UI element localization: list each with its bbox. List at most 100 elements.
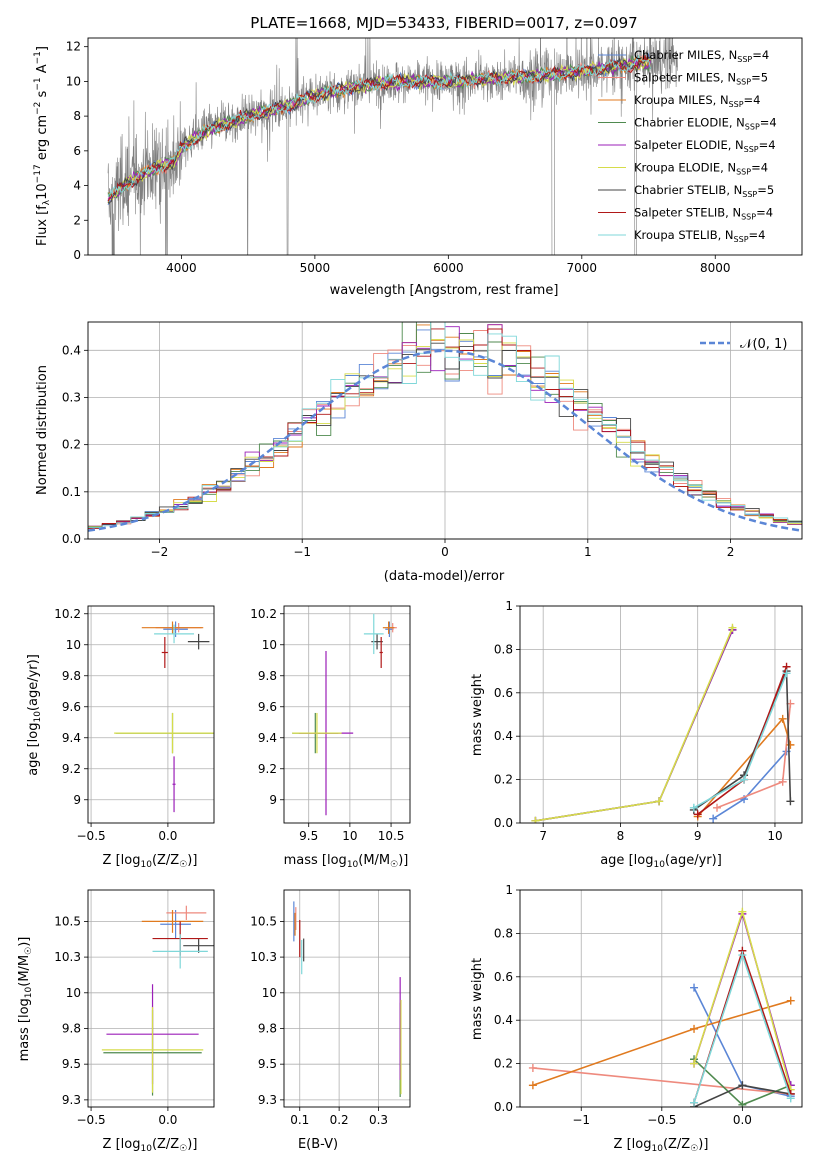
series-salpeter-stelib-line [697, 666, 788, 815]
y-tick-label: 10.2 [54, 607, 81, 621]
legend-chabrier-stelib-label: Chabrier STELIB, NSSP=5 [634, 183, 774, 199]
series-chabrier-stelib-marker [738, 1081, 747, 1090]
x-tick-label: −0.5 [77, 829, 106, 843]
y-tick-label: 0.0 [62, 532, 81, 546]
x-tick-label: −1 [572, 1113, 590, 1127]
gauss-curve-line [88, 349, 802, 532]
gauss-legend: 𝒩(0, 1) [700, 337, 787, 352]
series-kroupa-stelib-marker [738, 951, 747, 960]
series-chabrier-elodie-marker [738, 1100, 747, 1107]
model-kroupa-stelib-line [107, 55, 651, 197]
x-tick-label: 2 [727, 545, 735, 559]
x-tick-label: 0.2 [330, 1113, 349, 1127]
x-tick-label: 8 [617, 829, 625, 843]
age-vs-mass-panel: 9.5 10 10.5 9 9.2 9.4 9.6 9.8 10 10.2 mass [log10… [250, 605, 411, 870]
y-tick-label: 9.4 [258, 731, 277, 745]
mass-weight-vs-age-plot-area: 7 8 9 10 0.0 0.2 0.4 0.6 0.8 1 [494, 599, 803, 843]
residual-histogram-panel: −2 −1 0 1 2 0.0 0.1 0.2 0.3 0.4 (data-model)/erro… [35, 321, 803, 584]
legend-salpeter-elodie-label: Salpeter ELODIE, NSSP=4 [634, 138, 776, 154]
y-tick-label: 10.5 [54, 914, 81, 928]
data-layer [293, 901, 402, 1098]
y-tick-label: 9.6 [62, 700, 81, 714]
y-tick-label: 9.4 [62, 731, 81, 745]
x-tick-label: 6000 [433, 261, 464, 275]
x-tick-label: 1 [584, 545, 592, 559]
y-tick-label: 9.3 [62, 1093, 81, 1107]
series-kroupa-stelib-marker [740, 775, 749, 784]
mw-age-y-label: mass weight [470, 674, 485, 756]
axes-frame [283, 889, 411, 1108]
y-tick-label: 10.3 [54, 950, 81, 964]
mass-weight-vs-age-panel: 7 8 9 10 0.0 0.2 0.4 0.6 0.8 1 age [log10(age/yr)… [470, 599, 803, 870]
data-layer [107, 38, 678, 255]
mw-z-x-label: Z [log10(Z/Z☉)] [614, 1137, 709, 1154]
series-kroupa-elodie-line [535, 627, 734, 822]
y-tick-label: 0.2 [494, 1057, 513, 1071]
y-tick-label: 0.0 [494, 1100, 513, 1114]
mass-z-x-label: Z [log10(Z/Z☉)] [103, 1137, 198, 1154]
y-tick-label: 9.8 [62, 669, 81, 683]
y-tick-label: 6 [73, 144, 81, 158]
mass-x-label: mass [log10(M/M☉)] [284, 853, 409, 870]
spectrum-x-label: wavelength [Angstrom, rest frame] [330, 283, 559, 298]
y-tick-label: 8 [73, 109, 81, 123]
gauss-legend-label: 𝒩(0, 1) [740, 337, 787, 352]
mass-vs-extinction-panel: 0.1 0.2 0.3 9.3 9.5 9.8 10 10.3 10.5 E(B-V) [250, 889, 411, 1152]
legend-salpeter-stelib-label: Salpeter STELIB, NSSP=4 [634, 206, 773, 222]
axes-frame [87, 37, 803, 256]
histogram-y-label: Normed distribution [35, 365, 50, 495]
y-tick-label: 0.8 [494, 642, 513, 656]
x-tick-label: 0.3 [369, 1113, 388, 1127]
mass-vs-metallicity-plot-area: −0.5 0.0 9.3 9.5 9.8 10 10.3 10.5 [54, 889, 215, 1127]
series-kroupa-stelib-marker [689, 803, 698, 812]
y-tick-label: 0.4 [494, 1013, 513, 1027]
histogram-x-label: (data-model)/error [384, 569, 505, 584]
observed-spectrum-line [107, 38, 678, 255]
y-tick-label: 10 [262, 638, 277, 652]
data-layer [531, 623, 795, 823]
y-tick-label: 9.5 [258, 1057, 277, 1071]
y-tick-label: 9.8 [62, 1021, 81, 1035]
grid [284, 890, 410, 1107]
y-tick-label: 0.0 [494, 816, 513, 830]
x-tick-label: 4000 [166, 261, 197, 275]
x-tick-label: 10.5 [378, 829, 405, 843]
series-salpeter-elodie-line [535, 629, 734, 822]
histogram-kroupa-stelib-steps [88, 322, 802, 528]
y-tick-label: 12 [66, 40, 81, 54]
x-tick-label: 9 [694, 829, 702, 843]
mass-weight-vs-metallicity-plot-area: −1 −0.5 0.0 0.0 0.2 0.4 0.6 0.8 1 [494, 883, 803, 1127]
age-vs-metallicity-panel: −0.5 0.0 9 9.2 9.4 9.6 9.8 10 10.2 Z [log10(Z/Z☉… [26, 605, 215, 870]
y-tick-label: 1 [505, 599, 513, 613]
y-tick-label: 4 [73, 179, 81, 193]
y-tick-label: 9.2 [258, 762, 277, 776]
x-tick-label: −1 [293, 545, 311, 559]
age-z-x-label: Z [log10(Z/Z☉)] [103, 853, 198, 870]
series-kroupa-elodie-marker [728, 623, 737, 632]
y-tick-label: 9.8 [258, 1021, 277, 1035]
spectrum-title: PLATE=1668, MJD=53433, FIBERID=0017, z=0… [250, 14, 637, 32]
series-kroupa-stelib-marker [690, 1098, 699, 1107]
series-chabrier-stelib-line [693, 670, 792, 811]
x-tick-label: 0.0 [158, 829, 177, 843]
series-salpeter-stelib-marker [693, 810, 702, 819]
spectrum-plot-area: 4000 5000 6000 7000 8000 0 2 4 6 8 10 12 [66, 37, 803, 275]
y-tick-label: 0 [73, 248, 81, 262]
x-tick-label: −0.5 [647, 1113, 676, 1127]
mass-y-label: mass [log10(M/M☉)] [17, 937, 34, 1062]
series-kroupa-elodie-marker [738, 907, 747, 916]
legend-salpeter-miles-label: Salpeter MILES, NSSP=5 [634, 71, 768, 87]
x-tick-label: 10 [767, 829, 782, 843]
data-layer [292, 613, 397, 816]
y-tick-label: 0.1 [62, 485, 81, 499]
legend-chabrier-miles-label: Chabrier MILES, NSSP=4 [634, 48, 769, 64]
y-tick-label: 0.3 [62, 390, 81, 404]
y-tick-label: 9.6 [258, 700, 277, 714]
y-tick-label: 0.2 [62, 438, 81, 452]
y-tick-label: 1 [505, 883, 513, 897]
spectrum-panel: PLATE=1668, MJD=53433, FIBERID=0017, z=0… [33, 14, 803, 298]
data-layer [101, 905, 214, 1096]
series-salpeter-miles-line [532, 1067, 791, 1095]
spectrum-y-label: Flux [fλ10−17 erg cm−2 s−1 A−1] [33, 46, 52, 246]
